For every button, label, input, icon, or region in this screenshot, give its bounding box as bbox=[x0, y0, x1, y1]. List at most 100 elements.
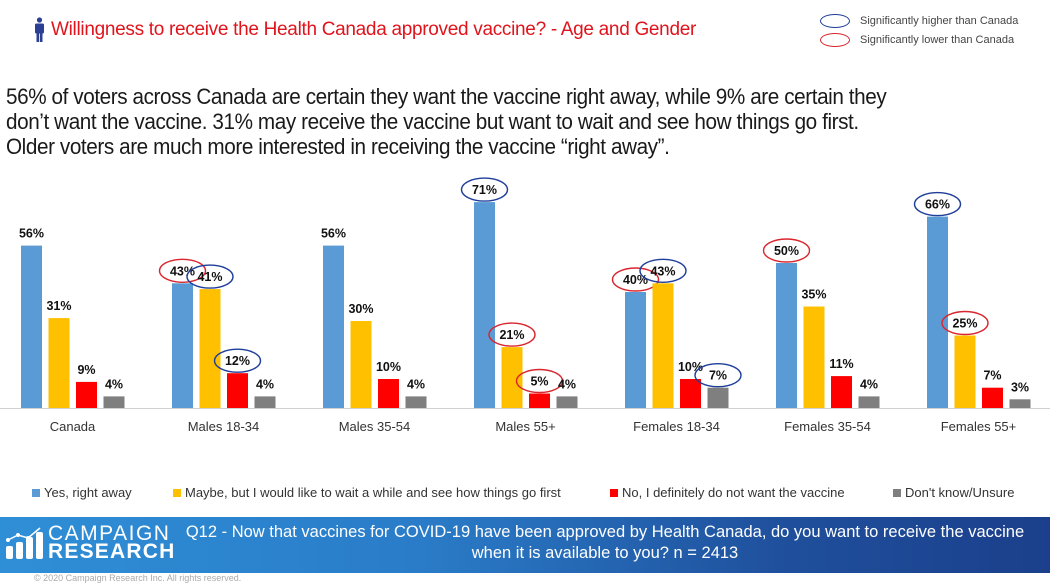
data-label: 30% bbox=[348, 302, 373, 316]
legend-label-yes: Yes, right away bbox=[44, 485, 132, 500]
data-label: 7% bbox=[983, 369, 1001, 383]
bar-females-35-54-series-2 bbox=[803, 306, 825, 408]
bar-males-55--series-3 bbox=[529, 393, 550, 408]
legend-item-unsure: Don't know/Unsure bbox=[893, 485, 1014, 500]
survey-question: Q12 - Now that vaccines for COVID-19 hav… bbox=[165, 522, 1045, 564]
person-icon bbox=[35, 17, 44, 42]
significance-higher-ellipse bbox=[213, 348, 262, 373]
question-line-1: Q12 - Now that vaccines for COVID-19 hav… bbox=[185, 523, 1025, 541]
bar-males-18-34-series-4 bbox=[254, 396, 276, 408]
slide-header: Willingness to receive the Health Canada… bbox=[34, 17, 696, 43]
bar-canada-series-1 bbox=[21, 245, 42, 408]
legend-swatch-unsure bbox=[893, 488, 901, 497]
bar-females-18-34-series-3 bbox=[680, 379, 701, 408]
legend-item-yes: Yes, right away bbox=[32, 485, 173, 500]
legend-swatch-yes bbox=[32, 488, 40, 497]
bar-females-55--series-3 bbox=[982, 387, 1003, 408]
data-label: 25% bbox=[952, 317, 977, 331]
significance-higher-ellipse bbox=[694, 362, 742, 388]
summary-line-2: don’t want the vaccine. 31% may receive … bbox=[6, 109, 859, 134]
significance-higher-ellipse bbox=[186, 264, 234, 289]
bar-females-55--series-2 bbox=[954, 335, 976, 408]
bar-females-35-54-series-1 bbox=[776, 263, 797, 408]
data-label: 11% bbox=[829, 357, 853, 371]
data-label: 9% bbox=[77, 363, 95, 377]
bar-females-18-34-series-4 bbox=[707, 387, 729, 408]
data-label: 21% bbox=[499, 328, 524, 342]
footer-band: CAMPAIGN RESEARCH Q12 - Now that vaccine… bbox=[0, 517, 1050, 573]
chart-legend: Yes, right away Maybe, but I would like … bbox=[32, 485, 1014, 500]
bar-canada-series-2 bbox=[48, 318, 70, 408]
bar-females-35-54-series-3 bbox=[831, 376, 852, 408]
bar-females-55--series-4 bbox=[1009, 399, 1031, 408]
sig-legend-lower: Significantly lower than Canada bbox=[820, 30, 1018, 49]
logo-line-1: CAMPAIGN bbox=[48, 522, 171, 545]
bar-males-18-34-series-1 bbox=[172, 283, 193, 408]
data-label: 40% bbox=[623, 273, 648, 287]
bar-canada-series-4 bbox=[103, 396, 125, 408]
significance-lower-ellipse bbox=[762, 238, 811, 263]
data-label: 4% bbox=[558, 377, 576, 391]
significance-lower-ellipse bbox=[488, 322, 536, 347]
copyright: © 2020 Campaign Research Inc. All rights… bbox=[34, 573, 242, 583]
significance-lower-ellipse bbox=[941, 310, 989, 336]
data-label: 3% bbox=[1011, 380, 1029, 394]
legend-swatch-maybe bbox=[173, 488, 181, 497]
data-label: 56% bbox=[19, 227, 44, 241]
bar-canada-series-3 bbox=[76, 381, 97, 408]
red-ellipse-icon bbox=[820, 32, 850, 47]
sig-legend-lower-label: Significantly lower than Canada bbox=[860, 33, 1015, 46]
category-label: Males 18-34 bbox=[188, 419, 260, 434]
bar-females-55--series-1 bbox=[927, 216, 948, 408]
data-label: 43% bbox=[170, 264, 195, 278]
data-label: 10% bbox=[678, 360, 703, 374]
category-label: Males 35-54 bbox=[339, 419, 411, 434]
data-label: 10% bbox=[376, 360, 401, 374]
bar-males-55--series-4 bbox=[556, 396, 578, 408]
bar-males-35-54-series-3 bbox=[378, 379, 399, 408]
bar-males-35-54-series-1 bbox=[323, 245, 344, 408]
bar-females-35-54-series-4 bbox=[858, 396, 880, 408]
category-label: Females 35-54 bbox=[784, 419, 871, 434]
category-label: Canada bbox=[50, 419, 96, 434]
question-line-2: when it is available to you? n = 2413 bbox=[471, 544, 739, 562]
campaign-research-logo: CAMPAIGN RESEARCH bbox=[4, 522, 176, 563]
significance-lower-ellipse bbox=[611, 267, 660, 292]
legend-label-unsure: Don't know/Unsure bbox=[905, 485, 1015, 500]
category-label: Males 55+ bbox=[495, 419, 555, 434]
blue-ellipse-icon bbox=[820, 13, 850, 28]
data-label: 35% bbox=[801, 288, 826, 302]
slide-title: Willingness to receive the Health Canada… bbox=[51, 19, 697, 40]
logo-line-2: RESEARCH bbox=[48, 540, 176, 563]
data-label: 12% bbox=[225, 354, 250, 368]
data-label: 66% bbox=[925, 198, 950, 212]
category-label: Females 55+ bbox=[941, 419, 1017, 434]
bar-males-55--series-2 bbox=[501, 347, 523, 408]
data-label: 56% bbox=[321, 227, 346, 241]
bar-females-18-34-series-2 bbox=[652, 283, 674, 408]
significance-legend: Significantly higher than Canada Signifi… bbox=[820, 11, 1018, 49]
data-label: 31% bbox=[46, 299, 71, 313]
significance-higher-ellipse bbox=[639, 258, 687, 284]
data-label: 5% bbox=[530, 375, 548, 389]
legend-label-no: No, I definitely do not want the vaccine bbox=[622, 485, 845, 500]
bar-males-55--series-1 bbox=[474, 202, 495, 408]
summary-line-1: 56% of voters across Canada are certain … bbox=[6, 84, 887, 109]
data-label: 71% bbox=[472, 183, 497, 197]
data-label: 4% bbox=[105, 377, 123, 391]
bar-males-18-34-series-2 bbox=[199, 289, 221, 408]
sig-legend-higher: Significantly higher than Canada bbox=[820, 11, 1018, 30]
category-label: Females 18-34 bbox=[633, 419, 720, 434]
data-label: 4% bbox=[860, 377, 878, 391]
bar-males-35-54-series-2 bbox=[350, 321, 372, 408]
significance-higher-ellipse bbox=[913, 191, 962, 217]
legend-swatch-no bbox=[610, 488, 618, 497]
data-label: 50% bbox=[774, 244, 799, 258]
legend-item-no: No, I definitely do not want the vaccine bbox=[610, 485, 893, 500]
legend-item-maybe: Maybe, but I would like to wait a while … bbox=[173, 485, 610, 500]
data-label: 43% bbox=[650, 264, 675, 278]
sig-legend-higher-label: Significantly higher than Canada bbox=[860, 14, 1019, 27]
data-label: 4% bbox=[256, 377, 274, 391]
bar-males-35-54-series-4 bbox=[405, 396, 427, 408]
